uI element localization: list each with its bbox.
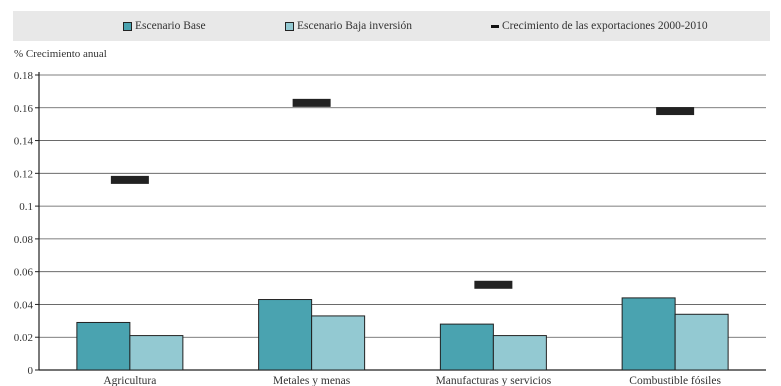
legend-swatch-baja [285,21,294,31]
y-tick-label: 0.04 [14,299,34,311]
bar-escenario-base [76,321,131,371]
legend-item-baja: Escenario Baja inversión [285,11,412,41]
bar-escenario-baja-inversion [311,315,366,371]
bar-escenario-baja-inversion [492,335,547,371]
chart-legend: Escenario Base Escenario Baja inversión … [13,11,770,41]
y-tick-label: 0.16 [14,103,34,115]
bar-escenario-base [439,323,494,371]
marker-crecimiento-exportaciones [474,280,513,289]
legend-label-exports: Crecimiento de las exportaciones 2000-20… [502,20,708,32]
marker-crecimiento-exportaciones [656,107,695,116]
legend-marker-exports [491,24,499,28]
y-axis-label: % Crecimiento anual [14,48,107,60]
bar-escenario-baja-inversion [129,335,184,371]
y-tick-label: 0 [28,365,34,377]
y-tick-label: 0.1 [19,201,33,213]
bar-escenario-base [621,297,676,371]
legend-swatch-base [123,21,132,31]
y-tick-label: 0.02 [14,332,33,344]
x-tick-label: Manufacturas y servicios [436,375,552,386]
x-tick-label: Metales y menas [273,375,351,386]
bar-escenario-baja-inversion [674,313,729,371]
y-tick-label: 0.14 [14,136,34,148]
x-tick-label: Combustible fósiles [629,375,721,386]
legend-label-baja: Escenario Baja inversión [297,20,412,32]
y-tick-label: 0.18 [14,70,34,82]
x-tick-label: Agricultura [103,375,156,386]
y-tick-label: 0.12 [14,168,33,180]
y-tick-label: 0.06 [14,267,34,279]
legend-label-base: Escenario Base [135,20,206,32]
bar-escenario-base [258,299,313,371]
y-tick-label: 0.08 [14,234,34,246]
legend-item-base: Escenario Base [123,11,206,41]
legend-item-exports: Crecimiento de las exportaciones 2000-20… [491,11,708,41]
marker-crecimiento-exportaciones [110,175,149,184]
marker-crecimiento-exportaciones [292,98,331,107]
